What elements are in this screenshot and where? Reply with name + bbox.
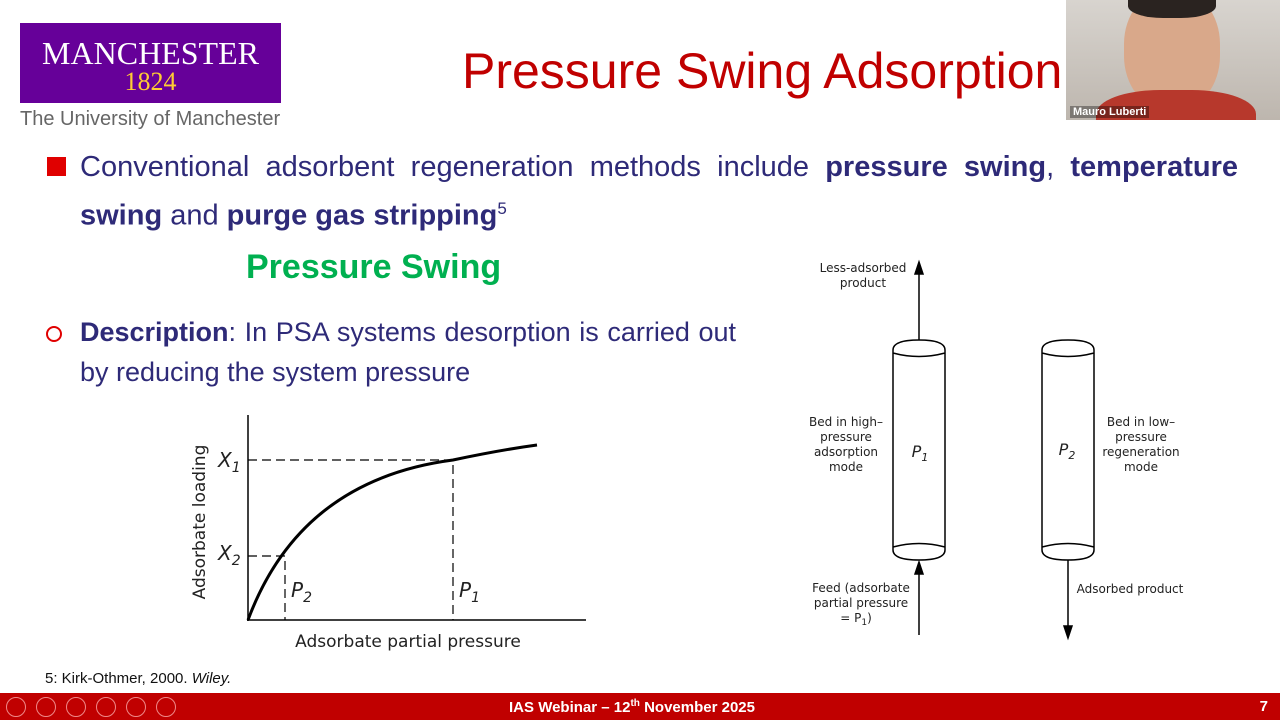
footnote: 5: Kirk-Othmer, 2000. Wiley. xyxy=(45,670,231,687)
subheading: Pressure Swing xyxy=(246,248,502,286)
bullet-circle xyxy=(46,326,62,342)
text: , xyxy=(1046,151,1055,183)
text: and xyxy=(162,199,227,232)
bed-2 xyxy=(1041,339,1095,561)
participant-name: Mauro Luberti xyxy=(1070,106,1150,118)
p2-label: P2 xyxy=(291,578,312,606)
bullet-text: Description: In PSA systems desorption i… xyxy=(80,312,736,392)
footer-text: IAS Webinar – 12th November 2025 xyxy=(0,698,1264,716)
line: regeneration xyxy=(1102,445,1179,459)
prev-button[interactable] xyxy=(6,697,26,717)
page-number: 7 xyxy=(1259,698,1268,715)
footer-bar: IAS Webinar – 12th November 2025 7 xyxy=(0,693,1280,720)
subscript: 1 xyxy=(232,460,241,476)
line: pressure xyxy=(820,430,872,444)
subscript: 1 xyxy=(921,451,928,464)
bed1-pressure: P1 xyxy=(912,442,929,464)
y-label: Adsorbate loading xyxy=(190,445,210,600)
arrow-head xyxy=(913,559,925,575)
bold-text: pressure swing xyxy=(825,151,1047,183)
bold-text: Description xyxy=(80,317,229,347)
superscript: th xyxy=(630,698,640,709)
psa-diagram xyxy=(892,259,1095,641)
text: Conventional adsorbent regeneration meth… xyxy=(80,151,826,183)
arrow-head xyxy=(1062,625,1074,641)
line: Bed in high– xyxy=(809,415,883,429)
reference: 5 xyxy=(497,199,507,218)
bed-1 xyxy=(892,339,946,561)
line: mode xyxy=(1124,460,1158,474)
figures: Adsorbate loading Adsorbate partial pres… xyxy=(190,259,1184,652)
more-button[interactable] xyxy=(156,697,176,717)
symbol: P xyxy=(291,578,304,602)
logo-name: MANCHESTER xyxy=(42,35,259,71)
subscript: 1 xyxy=(471,590,480,606)
text: November 2025 xyxy=(639,699,755,716)
isotherm-curve xyxy=(246,443,538,621)
slides-button[interactable] xyxy=(96,697,116,717)
shirt xyxy=(1096,90,1256,120)
subscript: 1 xyxy=(861,618,867,628)
zoom-button[interactable] xyxy=(126,697,146,717)
feed-label: Feed (adsorbate partial pressure = P1) xyxy=(812,581,910,628)
symbol: P xyxy=(1059,440,1069,459)
line: mode xyxy=(829,460,863,474)
arrow-head xyxy=(913,259,925,275)
line: ) xyxy=(867,611,872,625)
symbol: P xyxy=(912,442,922,461)
bottom-product: Adsorbed product xyxy=(1077,582,1184,596)
logo-box: MANCHESTER 1824 xyxy=(20,23,281,103)
x-label: Adsorbate partial pressure xyxy=(295,632,521,652)
logo-year: 1824 xyxy=(124,67,177,96)
text: IAS Webinar – 12 xyxy=(509,699,631,716)
text: 5: Kirk-Othmer, 2000. xyxy=(45,670,192,687)
next-button[interactable] xyxy=(36,697,56,717)
subscript: 2 xyxy=(1068,449,1075,462)
line: Bed in low– xyxy=(1107,415,1175,429)
hair xyxy=(1128,0,1216,18)
bed1-label: Bed in high– pressure adsorption mode xyxy=(809,415,883,474)
line: Feed (adsorbate xyxy=(812,581,910,595)
p1-label: P1 xyxy=(459,578,480,606)
bed2-label: Bed in low– pressure regeneration mode xyxy=(1102,415,1179,474)
text: : In PSA systems desorption is carried o… xyxy=(80,317,736,387)
subscript: 2 xyxy=(303,590,312,606)
subscript: 2 xyxy=(232,553,241,569)
x1-label: X1 xyxy=(217,448,241,476)
line: adsorption xyxy=(814,445,878,459)
isotherm-graph xyxy=(246,415,586,621)
line: = P xyxy=(840,611,861,625)
presenter-controls xyxy=(6,697,176,717)
line: partial pressure xyxy=(814,596,908,610)
italic-text: Wiley. xyxy=(191,670,232,687)
bullet-text: Conventional adsorbent regeneration meth… xyxy=(80,146,1238,237)
symbol: P xyxy=(459,578,472,602)
symbol: X xyxy=(217,448,233,472)
line: product xyxy=(840,276,886,290)
top-product: Less-adsorbed product xyxy=(820,261,907,290)
line: Less-adsorbed xyxy=(820,261,907,275)
guide-lines xyxy=(248,459,454,620)
line: pressure xyxy=(1115,430,1167,444)
logo-university: The University of Manchester xyxy=(20,108,281,130)
symbol: X xyxy=(217,541,233,565)
bed2-pressure: P2 xyxy=(1059,440,1076,462)
x2-label: X2 xyxy=(217,541,241,569)
bullet-square xyxy=(47,157,66,176)
slide-title: Pressure Swing Adsorption xyxy=(462,43,1063,99)
pen-button[interactable] xyxy=(66,697,86,717)
bold-text: temperature swing xyxy=(80,151,1238,232)
bold-text: purge gas stripping xyxy=(226,199,498,232)
video-tile: Mauro Luberti xyxy=(1066,0,1280,120)
